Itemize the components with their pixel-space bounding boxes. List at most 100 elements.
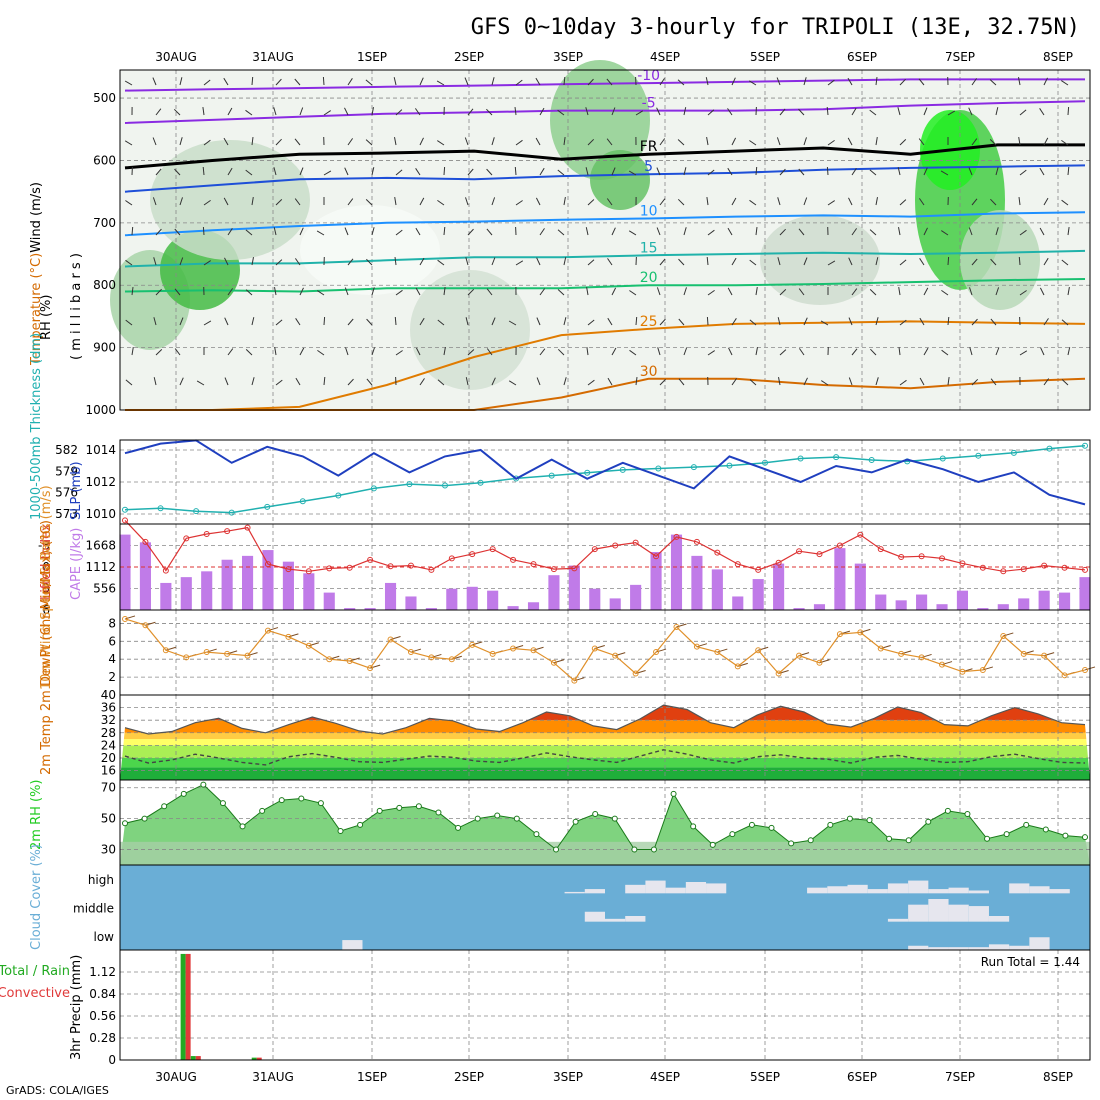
cloud-high-39 xyxy=(908,880,929,894)
barb-32-4 xyxy=(899,199,907,206)
barb-13-10 xyxy=(437,379,445,386)
barb-34-8 xyxy=(947,316,950,326)
barb-6-0 xyxy=(275,78,282,86)
wind-point-7 xyxy=(264,627,271,634)
wind-barb-19 xyxy=(512,644,524,649)
rh-point-27 xyxy=(650,846,657,853)
barb-15-7 xyxy=(486,288,493,296)
cape-bar-47 xyxy=(1079,577,1091,610)
wind-barb-14 xyxy=(410,648,422,653)
barb-4-5 xyxy=(227,228,233,236)
thickness-point-15 xyxy=(655,465,662,472)
li-point-39 xyxy=(918,553,925,560)
barb-39-5 xyxy=(1067,227,1070,236)
temp-tick-1: 20 xyxy=(101,751,116,765)
barb-38-6 xyxy=(1043,257,1049,266)
contour-label-6: 20 xyxy=(640,270,658,286)
barb-24-6 xyxy=(706,256,709,266)
cloud-low-11 xyxy=(342,940,363,950)
wind-barb-32 xyxy=(778,670,789,675)
barb-27-7 xyxy=(779,289,787,296)
barb-23-6 xyxy=(678,258,685,266)
day-label-top-7: 6SEP xyxy=(847,50,877,64)
slp-tick-1: 1012 xyxy=(85,475,116,489)
rh-point-15 xyxy=(415,803,422,810)
barb-15-1 xyxy=(486,108,493,116)
barb-15-9 xyxy=(486,348,493,356)
wind-barb-4 xyxy=(206,648,217,653)
rh-point-35 xyxy=(807,837,814,844)
thickness-point-0 xyxy=(122,506,128,513)
wind-point-45 xyxy=(1041,652,1048,659)
barb-3-1 xyxy=(202,107,205,116)
barb-13-4 xyxy=(437,199,445,206)
barb-6-3 xyxy=(273,167,277,176)
rh-point-12 xyxy=(357,821,364,828)
cloud-low-41 xyxy=(948,947,969,950)
precip-total-11 xyxy=(251,1057,257,1060)
rh-tick-0: 30 xyxy=(101,843,116,857)
cape-bar-22 xyxy=(568,565,580,610)
li-point-46 xyxy=(1061,564,1068,571)
barb-10-1 xyxy=(371,107,374,116)
barb-7-10 xyxy=(295,377,301,386)
rh-point-6 xyxy=(239,823,246,830)
barb-27-2 xyxy=(776,137,781,146)
li-point-37 xyxy=(877,546,884,553)
series-slp xyxy=(124,439,1086,506)
rh-point-2 xyxy=(161,803,168,810)
li-point-40 xyxy=(939,555,946,562)
cape-label: CAPE (J/kg) xyxy=(69,528,84,600)
wind-point-30 xyxy=(734,663,741,670)
barb-32-7 xyxy=(898,287,901,296)
barb-1-10 xyxy=(153,377,157,386)
pressure-tick-1: 600 xyxy=(93,153,116,167)
cloud-middle-41 xyxy=(948,904,969,922)
barb-30-8 xyxy=(848,317,853,326)
cape-bar-41 xyxy=(956,590,969,610)
barb-8-3 xyxy=(323,170,332,176)
wind-barb-5 xyxy=(226,650,238,655)
thickness-point-2 xyxy=(193,508,200,515)
wind-point-1 xyxy=(142,622,149,629)
barb-0-8 xyxy=(125,319,133,326)
day-label-top-6: 5SEP xyxy=(750,50,780,64)
cloud-high-25 xyxy=(625,884,646,894)
barb-11-4 xyxy=(394,197,397,206)
rh-point-31 xyxy=(729,831,736,838)
barb-39-10 xyxy=(1061,379,1069,386)
rh-base xyxy=(120,841,1090,865)
rh-point-13 xyxy=(376,807,383,814)
rh-shading-8 xyxy=(410,270,530,390)
barb-27-0 xyxy=(776,77,781,86)
wind-barb-7 xyxy=(267,627,279,632)
barb-33-9 xyxy=(923,347,929,356)
barb-11-6 xyxy=(394,257,397,266)
barb-36-6 xyxy=(990,258,997,266)
wind-point-11 xyxy=(346,658,353,664)
wind-barb-33 xyxy=(798,652,810,657)
barb-23-7 xyxy=(683,287,687,296)
barb-5-2 xyxy=(251,137,254,146)
cape-bar-28 xyxy=(691,555,703,610)
barb-8-5 xyxy=(316,230,325,236)
barb-17-6 xyxy=(536,257,541,266)
barb-26-7 xyxy=(755,287,758,296)
barb-8-10 xyxy=(323,376,326,386)
barb-14-1 xyxy=(467,108,474,116)
barb-1-2 xyxy=(152,137,157,146)
rh-point-9 xyxy=(298,795,305,802)
wind-point-20 xyxy=(530,647,537,654)
rh-label: RH (%) xyxy=(39,295,54,340)
wind-point-16 xyxy=(448,656,455,663)
barb-9-0 xyxy=(347,78,353,86)
wind-point-36 xyxy=(857,629,864,636)
cape-bar-21 xyxy=(548,575,560,610)
barb-28-9 xyxy=(798,348,805,356)
wind-point-21 xyxy=(550,659,557,666)
rh-point-0 xyxy=(122,820,128,827)
barb-25-4 xyxy=(731,197,737,206)
barb-30-6 xyxy=(848,257,853,266)
rh-point-49 xyxy=(1082,834,1088,841)
day-label-top-4: 3SEP xyxy=(553,50,583,64)
